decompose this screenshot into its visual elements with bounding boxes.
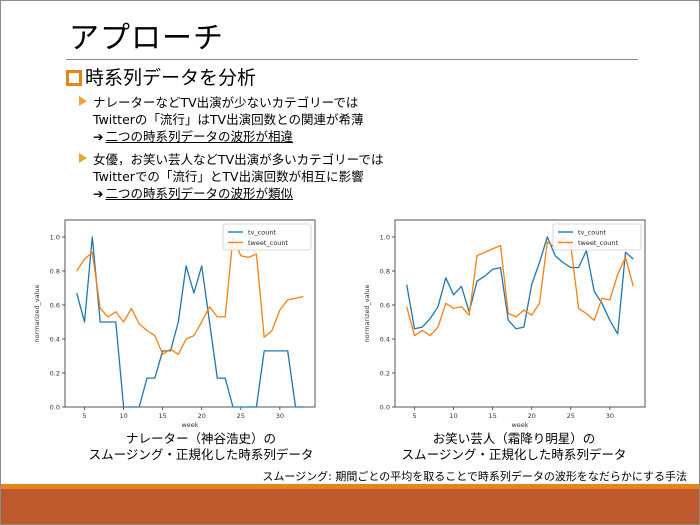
legend-label: tweet_count <box>248 239 288 247</box>
x-tick-label: 20 <box>198 412 206 420</box>
y-axis-label: normarized_value <box>363 285 371 343</box>
bullet-line: ナレーターなどTV出演が少ないカテゴリーでは <box>93 95 359 110</box>
bullet-line: 女優，お笑い芸人などTV出演が多いカテゴリーでは <box>93 152 384 167</box>
series-line-tv-count <box>406 236 634 335</box>
section-heading: 時系列データを分析 <box>65 65 256 91</box>
narrator-chart-caption: ナレーター（神谷浩史）の スムージング・正規化した時系列データ <box>76 431 326 463</box>
x-tick-label: 25 <box>567 412 575 420</box>
y-tick-label: 0.4 <box>380 336 390 344</box>
chart-svg: 0.0 0.2 0.4 0.6 0.8 1.0 5 10 15 20 25 30 week normari… <box>33 219 316 429</box>
comedian-chart: 0.0 0.2 0.4 0.6 0.8 1.0 5 10 15 20 25 30 week normari… <box>351 216 651 431</box>
x-axis-label: week <box>181 421 198 429</box>
bullet-conclusion: ➔ 二つの時系列データの波形が相違 <box>93 128 383 145</box>
arrow-bullet-icon <box>79 96 87 106</box>
caption-line: スムージング・正規化した時系列データ <box>401 447 627 462</box>
x-tick-label: 25 <box>237 412 245 420</box>
footer-accent-stripe <box>1 484 699 489</box>
bullet-line: Twitterでの「流行」とTV出演回数が相互に影響 <box>93 169 364 184</box>
x-tick-label: 5 <box>412 412 416 420</box>
y-tick-label: 0.6 <box>380 302 390 310</box>
x-axis-label: week <box>511 421 528 429</box>
chart-legend <box>222 223 312 251</box>
right-arrow-icon: ➔ <box>93 186 104 201</box>
x-tick-label: 20 <box>528 412 536 420</box>
caption-line: お笑い芸人（霜降り明星）の <box>432 431 596 446</box>
y-tick-label: 0.2 <box>50 370 60 378</box>
bullet-item-narrator: ナレーターなどTV出演が少ないカテゴリーでは Twitterの「流行」はTV出演… <box>79 94 383 145</box>
y-tick-label: 0.2 <box>380 370 390 378</box>
bullet-conclusion: ➔ 二つの時系列データの波形が類似 <box>93 185 383 202</box>
footer-band <box>1 489 699 524</box>
comedian-chart-caption: お笑い芸人（霜降り明星）の スムージング・正規化した時系列データ <box>389 431 639 463</box>
bullet-item-comedian: 女優，お笑い芸人などTV出演が多いカテゴリーでは Twitterでの「流行」とT… <box>79 151 383 202</box>
right-arrow-icon: ➔ <box>93 129 104 144</box>
y-tick-label: 0.0 <box>380 404 390 412</box>
x-tick-label: 15 <box>159 412 167 420</box>
caption-line: スムージング・正規化した時系列データ <box>88 447 314 462</box>
legend-label: tweet_count <box>578 239 618 247</box>
plot-area <box>64 219 316 408</box>
series-line-tweet-count <box>406 236 634 337</box>
y-tick-label: 1.0 <box>50 234 60 242</box>
bullet-line: Twitterの「流行」はTV出演回数との関連が希薄 <box>93 112 364 127</box>
series-line-tv-count <box>76 236 304 408</box>
chart-legend <box>552 223 642 251</box>
bullet-list: ナレーターなどTV出演が少ないカテゴリーでは Twitterの「流行」はTV出演… <box>79 94 383 208</box>
legend-label: tv_count <box>248 229 276 237</box>
legend-label: tv_count <box>578 229 606 237</box>
x-tick-label: 30 <box>276 412 284 420</box>
x-tick-label: 30 <box>606 412 614 420</box>
y-tick-label: 0.8 <box>380 268 390 276</box>
y-axis-label: normarized_value <box>33 285 41 343</box>
y-tick-label: 1.0 <box>380 234 390 242</box>
conclusion-text: 二つの時系列データの波形が類似 <box>105 186 293 201</box>
narrator-chart: 0.0 0.2 0.4 0.6 0.8 1.0 5 10 15 20 25 30 week normari… <box>21 216 321 431</box>
y-tick-label: 0.8 <box>50 268 60 276</box>
series-line-tweet-count <box>76 236 304 355</box>
x-tick-label: 15 <box>489 412 497 420</box>
square-bullet-icon <box>66 70 82 86</box>
caption-line: ナレーター（神谷浩史）の <box>125 431 276 446</box>
conclusion-text: 二つの時系列データの波形が相違 <box>105 129 293 144</box>
arrow-bullet-icon <box>79 153 87 163</box>
x-tick-label: 5 <box>82 412 86 420</box>
y-tick-label: 0.0 <box>50 404 60 412</box>
x-tick-label: 10 <box>449 412 457 420</box>
title-divider <box>66 59 638 60</box>
chart-svg: 0.0 0.2 0.4 0.6 0.8 1.0 5 10 15 20 25 30 week normari… <box>363 219 646 429</box>
y-tick-label: 0.6 <box>50 302 60 310</box>
y-tick-label: 0.4 <box>50 336 60 344</box>
smoothing-footnote: スムージング: 期間ごとの平均を取ることで時系列データの波形をなだらかにする手法 <box>262 470 687 483</box>
x-tick-label: 10 <box>119 412 127 420</box>
slide-title: アプローチ <box>69 21 224 56</box>
section-heading-text: 時系列データを分析 <box>85 67 257 89</box>
